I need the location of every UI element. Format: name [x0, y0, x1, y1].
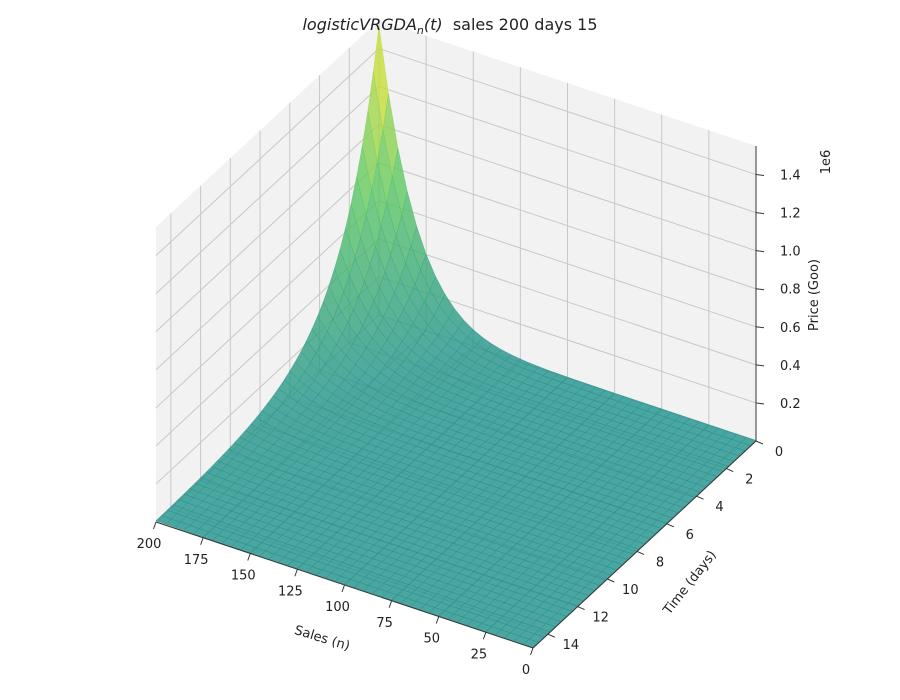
y-tick-mark [547, 633, 556, 638]
y-axis-label: Time (days) [660, 548, 720, 619]
x-tick-mark [153, 521, 157, 530]
x-tick-label: 175 [184, 553, 209, 568]
z-tick-label: 0.4 [780, 359, 801, 374]
z-tick-mark [755, 326, 765, 329]
x-tick-label: 25 [471, 647, 488, 662]
y-tick-label: 4 [715, 500, 723, 515]
z-offset-label: 1e6 [819, 150, 834, 175]
y-tick-mark [755, 440, 764, 445]
x-tick-mark [530, 647, 534, 656]
y-tick-mark [636, 550, 645, 555]
title-arg: (t) [424, 15, 443, 34]
gridline-z-back [378, 48, 757, 176]
z-tick-label: 0.2 [780, 397, 801, 412]
gridline-z-back [378, 200, 757, 328]
gridline-z-back [378, 124, 757, 252]
x-tick-label: 75 [376, 616, 393, 631]
z-tick-label: 1.2 [780, 207, 801, 222]
y-tick-mark [607, 578, 615, 583]
gridline-z-left [155, 86, 380, 294]
z-tick-mark [755, 288, 765, 291]
y-tick-mark [696, 495, 704, 500]
title-subscript: n [417, 24, 424, 37]
z-tick-label: 0.6 [780, 321, 801, 336]
y-tick-label: 0 [775, 445, 783, 460]
y-tick-label: 10 [622, 583, 639, 598]
z-tick-mark [755, 402, 765, 405]
x-tick-mark [435, 616, 440, 624]
x-tick-mark [388, 600, 393, 608]
chart-title: logisticVRGDAn(t) sales 200 days 15 [302, 15, 597, 37]
gridline-z-left [155, 200, 380, 409]
y-tick-mark [666, 523, 674, 528]
x-tick-label: 150 [231, 569, 256, 584]
x-tick-mark [294, 569, 298, 577]
y-tick-label: 12 [592, 611, 609, 626]
z-tick-mark [755, 364, 765, 367]
x-tick-mark [341, 584, 345, 593]
z-tick-mark [755, 174, 765, 177]
y-tick-label: 2 [745, 473, 753, 488]
x-tick-label: 50 [423, 632, 440, 647]
z-tick-label: 1.0 [780, 245, 801, 260]
gridline-z-left [155, 124, 380, 333]
y-tick-label: 14 [563, 638, 580, 653]
z-axis-label: Price (Goo) [807, 259, 822, 331]
y-tick-label: 6 [686, 528, 694, 543]
x-tick-mark [482, 632, 487, 640]
y-tick-mark [726, 468, 734, 473]
x-tick-mark [247, 553, 251, 561]
left-pane [156, 20, 379, 522]
y-axis-line [532, 440, 757, 649]
y-tick-mark [577, 606, 585, 611]
gridline-z-back [378, 86, 757, 214]
z-tick-mark [755, 250, 765, 253]
title-suffix: sales 200 days 15 [443, 15, 598, 34]
z-tick-mark [755, 212, 765, 215]
y-tick-label: 8 [656, 555, 664, 570]
x-tick-label: 0 [522, 663, 530, 678]
gridline-z-back [378, 238, 757, 366]
z-tick-label: 1.4 [780, 169, 801, 184]
z-tick-label: 0.8 [780, 283, 801, 298]
title-main: logisticVRGDA [302, 15, 416, 34]
gridline-z-left [155, 48, 380, 256]
x-tick-label: 125 [278, 584, 303, 599]
x-tick-label: 200 [137, 537, 162, 552]
gridline-z-back [378, 162, 757, 290]
x-tick-label: 100 [325, 600, 350, 615]
gridline-z-left [155, 162, 380, 371]
tick-labels: 200 175 150 125 100 75 50 25 0 0 2 4 6 8 10 12 14 0.2 0.4 0… [137, 169, 801, 678]
x-axis-label: Sales (n) [293, 623, 352, 654]
surface-plot [155, 25, 757, 648]
x-tick-mark [200, 537, 204, 545]
